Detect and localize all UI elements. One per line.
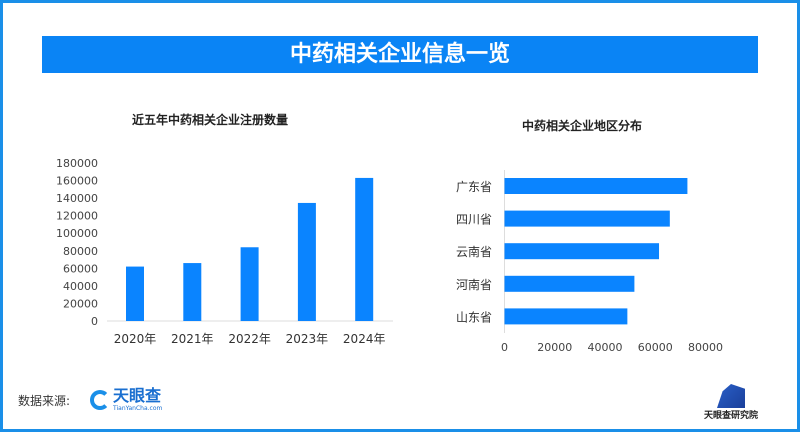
y-tick-label: 河南省	[456, 277, 492, 292]
x-tick-label: 20000	[537, 341, 572, 354]
bar-2024年	[355, 177, 374, 321]
institute-name: 天眼查研究院	[703, 411, 758, 421]
x-tick-label: 2024年	[343, 332, 386, 346]
y-tick-label: 20000	[63, 297, 98, 310]
bar-2023年	[297, 202, 316, 321]
x-tick-label: 40000	[588, 341, 623, 354]
y-tick-label: 40000	[63, 280, 98, 293]
bar-云南省	[504, 243, 660, 260]
y-tick-label: 云南省	[456, 244, 492, 259]
tianyancha-logo: 天眼查 TianYanCha.com	[90, 386, 162, 413]
chart2-title: 中药相关企业地区分布	[522, 119, 643, 133]
y-tick-label: 140000	[56, 192, 98, 205]
institute-mark-icon	[717, 384, 745, 408]
y-tick-label: 100000	[56, 227, 98, 240]
bar-山东省	[504, 308, 628, 325]
y-tick-label: 120000	[56, 210, 98, 223]
y-tick-label: 广东省	[456, 180, 492, 194]
x-tick-label: 2021年	[171, 332, 214, 346]
x-tick-label: 0	[501, 341, 508, 354]
bar-广东省	[504, 178, 688, 194]
page-title: 中药相关企业信息一览	[42, 36, 758, 73]
y-tick-label: 四川省	[456, 213, 492, 227]
y-tick-label: 180000	[56, 157, 98, 170]
y-tick-label: 60000	[63, 262, 98, 275]
y-tick-label: 0	[91, 315, 98, 328]
x-tick-label: 2020年	[114, 332, 157, 346]
x-tick-label: 80000	[688, 341, 723, 354]
x-tick-label: 2023年	[286, 332, 329, 346]
logo-text: 天眼查	[113, 386, 162, 405]
institute-logo: 天眼查研究院	[696, 384, 766, 422]
bar-2022年	[240, 247, 259, 321]
bar-四川省	[504, 210, 670, 227]
y-tick-label: 160000	[56, 175, 98, 188]
bar-河南省	[504, 275, 635, 292]
source-label: 数据来源:	[18, 394, 71, 408]
bar-2020年	[126, 266, 144, 321]
y-tick-label: 80000	[63, 245, 98, 258]
logo-icon	[90, 389, 110, 410]
y-tick-label: 山东省	[456, 310, 492, 324]
bar-2021年	[183, 263, 202, 321]
x-tick-label: 60000	[638, 341, 673, 354]
x-tick-label: 2022年	[228, 332, 271, 346]
chart1-title: 近五年中药相关企业注册数量	[132, 113, 289, 127]
logo-sub: TianYanCha.com	[113, 405, 163, 412]
